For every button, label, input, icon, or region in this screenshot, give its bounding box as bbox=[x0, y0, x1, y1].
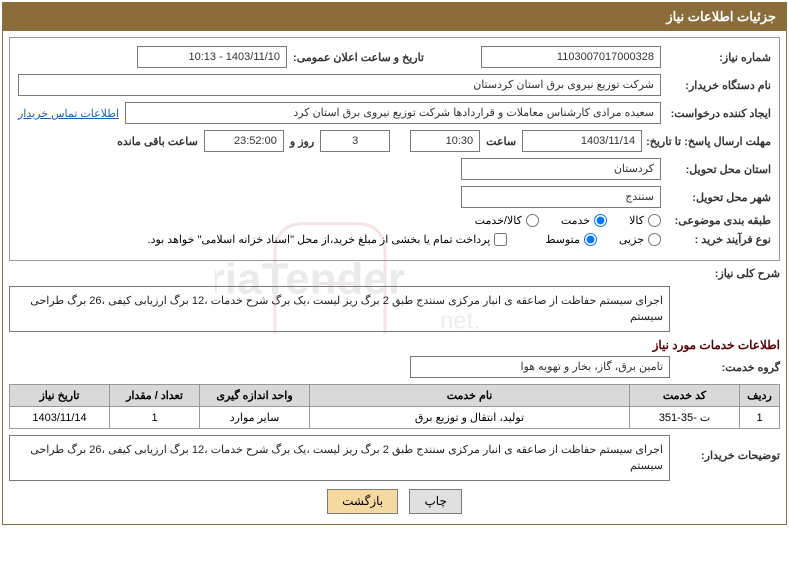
announce-label: تاریخ و ساعت اعلان عمومی: bbox=[287, 51, 430, 64]
panel-header: جزئیات اطلاعات نیاز bbox=[3, 3, 786, 31]
radio-medium[interactable]: متوسط bbox=[545, 233, 597, 246]
radio-goods-label: کالا bbox=[629, 214, 644, 227]
payment-checkbox[interactable]: پرداخت تمام یا بخشی از مبلغ خرید،از محل … bbox=[148, 233, 508, 246]
radio-minor-input[interactable] bbox=[648, 233, 661, 246]
th-unit: واحد اندازه گیری bbox=[200, 385, 310, 407]
deadline-time-field: 10:30 bbox=[410, 130, 480, 152]
td-date: 1403/11/14 bbox=[10, 407, 110, 429]
radio-goods-service-label: کالا/خدمت bbox=[475, 214, 522, 227]
radio-goods-service-input[interactable] bbox=[526, 214, 539, 227]
need-number-field: 1103007017000328 bbox=[481, 46, 661, 68]
radio-service-label: خدمت bbox=[561, 214, 590, 227]
radio-service-input[interactable] bbox=[594, 214, 607, 227]
delivery-city-label: شهر محل تحویل: bbox=[661, 191, 771, 204]
radio-medium-input[interactable] bbox=[584, 233, 597, 246]
back-button[interactable]: بازگشت bbox=[327, 489, 398, 514]
th-qty: تعداد / مقدار bbox=[110, 385, 200, 407]
content: شماره نیاز: 1103007017000328 تاریخ و ساع… bbox=[3, 31, 786, 524]
days-field: 3 bbox=[320, 130, 390, 152]
payment-note-label: پرداخت تمام یا بخشی از مبلغ خرید،از محل … bbox=[148, 233, 491, 246]
need-desc-label: شرح کلی نیاز: bbox=[670, 267, 780, 280]
table-header-row: ردیف کد خدمت نام خدمت واحد اندازه گیری ت… bbox=[10, 385, 780, 407]
radio-medium-label: متوسط bbox=[545, 233, 580, 246]
print-button[interactable]: چاپ bbox=[409, 489, 461, 514]
radio-goods[interactable]: کالا bbox=[629, 214, 661, 227]
buyer-org-field: شرکت توزیع نیروی برق استان کردستان bbox=[18, 74, 661, 96]
delivery-prov-label: استان محل تحویل: bbox=[661, 163, 771, 176]
delivery-prov-field: کردستان bbox=[461, 158, 661, 180]
contact-link[interactable]: اطلاعات تماس خریدار bbox=[18, 107, 125, 120]
th-code: کد خدمت bbox=[630, 385, 740, 407]
radio-goods-input[interactable] bbox=[648, 214, 661, 227]
payment-checkbox-input[interactable] bbox=[494, 233, 507, 246]
table-row: 1 ت -35-351 تولید، انتقال و توزیع برق سا… bbox=[10, 407, 780, 429]
th-name: نام خدمت bbox=[310, 385, 630, 407]
buyer-notes-label: توضیحات خریدار: bbox=[670, 435, 780, 462]
td-unit: سایر موارد bbox=[200, 407, 310, 429]
purchase-type-label: نوع فرآیند خرید : bbox=[661, 233, 771, 246]
purchase-type-radio-group: جزیی متوسط bbox=[527, 233, 661, 246]
panel-title: جزئیات اطلاعات نیاز bbox=[666, 9, 776, 24]
category-radio-group: کالا خدمت کالا/خدمت bbox=[457, 214, 661, 227]
delivery-city-field: سنندج bbox=[461, 186, 661, 208]
buyer-notes-box: اجرای سیستم حفاظت از صاعقه ی انبار مرکزی… bbox=[9, 435, 670, 481]
main-panel: جزئیات اطلاعات نیاز شماره نیاز: 11030070… bbox=[2, 2, 787, 525]
buyer-org-label: نام دستگاه خریدار: bbox=[661, 79, 771, 92]
category-label: طبقه بندی موضوعی: bbox=[661, 214, 771, 227]
need-number-label: شماره نیاز: bbox=[661, 51, 771, 64]
need-desc-box: اجرای سیستم حفاظت از صاعقه ی انبار مرکزی… bbox=[9, 286, 670, 332]
requester-field: سعیده مرادی کارشناس معاملات و قراردادها … bbox=[125, 102, 661, 124]
deadline-date-field: 1403/11/14 bbox=[522, 130, 642, 152]
td-row: 1 bbox=[740, 407, 780, 429]
deadline-label: مهلت ارسال پاسخ: تا تاریخ: bbox=[642, 135, 771, 148]
radio-goods-service[interactable]: کالا/خدمت bbox=[475, 214, 539, 227]
remaining-time-field: 23:52:00 bbox=[204, 130, 284, 152]
remaining-label: ساعت باقی مانده bbox=[111, 135, 204, 148]
service-group-field: تامین برق، گاز، بخار و تهویه هوا bbox=[410, 356, 670, 378]
form-fieldset: شماره نیاز: 1103007017000328 تاریخ و ساع… bbox=[9, 37, 780, 261]
th-row: ردیف bbox=[740, 385, 780, 407]
service-group-label: گروه خدمت: bbox=[670, 361, 780, 374]
days-label: روز و bbox=[284, 135, 320, 148]
td-name: تولید، انتقال و توزیع برق bbox=[310, 407, 630, 429]
requester-label: ایجاد کننده درخواست: bbox=[661, 107, 771, 120]
buyer-notes-row: توضیحات خریدار: اجرای سیستم حفاظت از صاع… bbox=[9, 435, 780, 481]
radio-minor-label: جزیی bbox=[619, 233, 644, 246]
services-section-title: اطلاعات خدمات مورد نیاز bbox=[9, 338, 780, 352]
radio-service[interactable]: خدمت bbox=[561, 214, 607, 227]
time-label: ساعت bbox=[480, 135, 522, 148]
button-row: چاپ بازگشت bbox=[9, 481, 780, 518]
services-table: ردیف کد خدمت نام خدمت واحد اندازه گیری ت… bbox=[9, 384, 780, 429]
announce-datetime-field: 1403/11/10 - 10:13 bbox=[137, 46, 287, 68]
td-qty: 1 bbox=[110, 407, 200, 429]
radio-minor[interactable]: جزیی bbox=[619, 233, 661, 246]
th-date: تاریخ نیاز bbox=[10, 385, 110, 407]
td-code: ت -35-351 bbox=[630, 407, 740, 429]
